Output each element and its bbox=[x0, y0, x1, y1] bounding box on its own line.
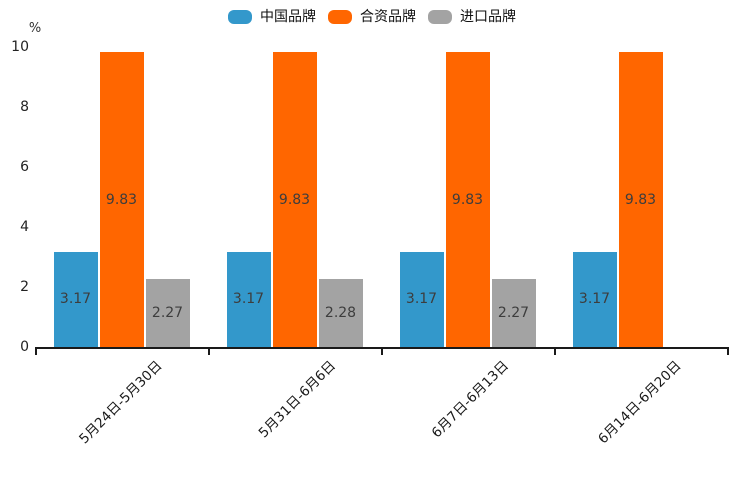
x-axis-label-3: 6月14日-6月20日 bbox=[595, 357, 685, 448]
bar-series-2-category-2[interactable]: 2.27 bbox=[491, 278, 536, 347]
x-tick-mark bbox=[554, 349, 556, 355]
bar-series-0-category-2[interactable]: 3.17 bbox=[399, 251, 444, 347]
y-axis-unit-label: % bbox=[28, 21, 42, 36]
bar-value-label: 9.83 bbox=[624, 191, 657, 208]
bar-series-1-category-1[interactable]: 9.83 bbox=[272, 52, 317, 347]
x-tick-mark bbox=[727, 349, 729, 355]
legend-item-0[interactable]: 中国品牌 bbox=[228, 8, 316, 26]
x-axis-labels: 5月24日-5月30日 5月31日-6月6日 6月7日-6月13日 6月14日-6月2… bbox=[35, 355, 727, 485]
y-axis-ticks: 0 2 4 6 8 10 bbox=[0, 39, 29, 355]
legend-swatch-icon bbox=[228, 10, 252, 24]
bar-series-2-category-0[interactable]: 2.27 bbox=[145, 278, 190, 347]
bar-value-label: 2.27 bbox=[497, 304, 530, 321]
legend-swatch-icon bbox=[428, 10, 452, 24]
legend-item-2[interactable]: 进口品牌 bbox=[428, 8, 516, 26]
y-tick-label: 0 bbox=[20, 339, 29, 355]
y-tick-label: 10 bbox=[11, 39, 29, 55]
legend-label: 合资品牌 bbox=[360, 9, 416, 25]
bar-series-0-category-0[interactable]: 3.17 bbox=[53, 251, 98, 347]
bar-series-0-category-3[interactable]: 3.17 bbox=[572, 251, 617, 347]
bar-series-0-category-1[interactable]: 3.17 bbox=[226, 251, 271, 347]
plot-area: 3.17 9.83 2.27 3.17 9.83 2.28 3.17 9.83 2.27 3.17… bbox=[35, 47, 729, 355]
x-axis-label-2: 6月7日-6月13日 bbox=[428, 357, 512, 442]
bar-series-1-category-0[interactable]: 9.83 bbox=[99, 52, 144, 347]
bar-value-label: 9.83 bbox=[451, 191, 484, 208]
legend: 中国品牌 合资品牌 进口品牌 bbox=[0, 8, 744, 26]
x-tick-mark bbox=[35, 349, 37, 355]
x-axis-label-0: 5月24日-5月30日 bbox=[76, 357, 166, 448]
bar-value-label: 9.83 bbox=[105, 191, 138, 208]
bar-value-label: 9.83 bbox=[278, 191, 311, 208]
bar-value-label: 3.17 bbox=[405, 291, 438, 308]
x-tick-mark bbox=[208, 349, 210, 355]
x-tick-mark bbox=[381, 349, 383, 355]
y-tick-label: 4 bbox=[20, 219, 29, 235]
y-tick-label: 2 bbox=[20, 279, 29, 295]
bar-series-1-category-2[interactable]: 9.83 bbox=[445, 52, 490, 347]
x-axis-line bbox=[35, 347, 729, 349]
bar-series-2-category-1[interactable]: 2.28 bbox=[318, 278, 363, 347]
y-tick-label: 8 bbox=[20, 99, 29, 115]
bar-series-1-category-3[interactable]: 9.83 bbox=[618, 52, 663, 347]
y-tick-label: 6 bbox=[20, 159, 29, 175]
bar-value-label: 3.17 bbox=[232, 291, 265, 308]
bar-value-label: 2.27 bbox=[151, 304, 184, 321]
bar-value-label: 2.28 bbox=[324, 304, 357, 321]
legend-item-1[interactable]: 合资品牌 bbox=[328, 8, 416, 26]
legend-label: 进口品牌 bbox=[460, 9, 516, 25]
x-axis-label-1: 5月31日-6月6日 bbox=[255, 357, 339, 442]
legend-swatch-icon bbox=[328, 10, 352, 24]
bar-value-label: 3.17 bbox=[578, 291, 611, 308]
bar-value-label: 3.17 bbox=[59, 291, 92, 308]
legend-label: 中国品牌 bbox=[260, 9, 316, 25]
